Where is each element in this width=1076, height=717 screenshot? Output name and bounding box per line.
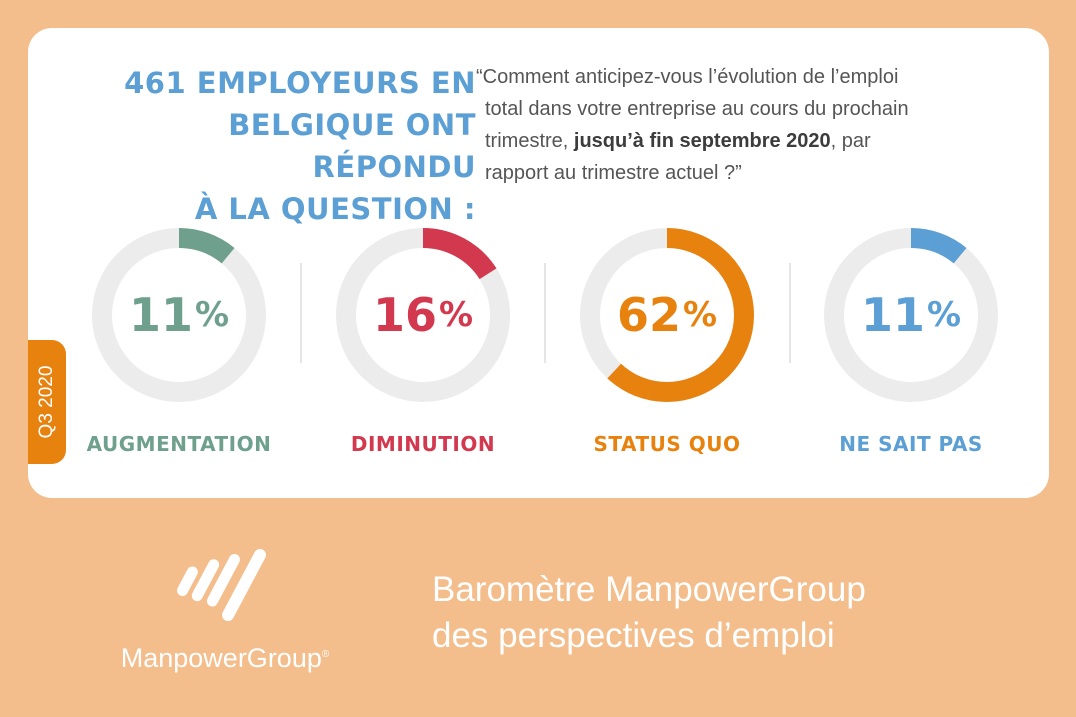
- question-text-post: , par: [830, 130, 871, 152]
- donut-arc: [824, 228, 998, 402]
- donut-svg: [92, 228, 266, 402]
- donut-value-number: 62: [616, 288, 681, 342]
- donut-value: 11%: [821, 225, 1001, 405]
- donut-value-unit: %: [194, 295, 230, 335]
- donut-chart: 11%: [89, 225, 269, 405]
- donut-svg: [824, 228, 998, 402]
- donut-label: NE SAIT PAS: [839, 432, 983, 456]
- period-tab-label: Q3 2020: [36, 365, 57, 439]
- headline: 461 EMPLOYEURS EN BELGIQUE ONT RÉPONDU À…: [76, 62, 476, 230]
- divider: [544, 263, 546, 363]
- donut-chart: 11%: [821, 225, 1001, 405]
- logo-name: ManpowerGroup: [120, 643, 322, 673]
- donut-label: STATUS QUO: [593, 432, 741, 456]
- donut-svg: [336, 228, 510, 402]
- period-tab: Q3 2020: [28, 340, 66, 464]
- donut-value: 16%: [333, 225, 513, 405]
- logo-wordmark: ManpowerGroup®: [100, 643, 350, 674]
- donut-arc: [580, 228, 754, 402]
- donut-value: 11%: [89, 225, 269, 405]
- divider: [789, 263, 791, 363]
- donut-value-unit: %: [682, 295, 718, 335]
- headline-line-2: BELGIQUE ONT RÉPONDU: [228, 108, 476, 184]
- survey-question: “Comment anticipez-vous l’évolution de l…: [476, 61, 1036, 189]
- question-text-pre: trimestre,: [485, 130, 574, 152]
- question-line-4: rapport au trimestre actuel ?”: [485, 162, 742, 184]
- donut-value: 62%: [577, 225, 757, 405]
- survey-card: 461 EMPLOYEURS EN BELGIQUE ONT RÉPONDU À…: [28, 28, 1049, 498]
- headline-line-1: 461 EMPLOYEURS EN: [124, 66, 476, 100]
- donut-value-unit: %: [926, 295, 962, 335]
- footer-title-line-2: des perspectives d’emploi: [432, 616, 835, 655]
- footer-title-line-1: Baromètre ManpowerGroup: [432, 570, 866, 609]
- donut-arc: [92, 228, 266, 402]
- donut-svg: [580, 228, 754, 402]
- question-emphasis: jusqu’à fin septembre 2020: [573, 130, 831, 152]
- donut-value-unit: %: [438, 295, 474, 335]
- donut-arc: [336, 228, 510, 402]
- donut-value-number: 11: [128, 288, 193, 342]
- registered-mark: ®: [321, 649, 330, 660]
- donut-chart: 62%: [577, 225, 757, 405]
- footer-title: Baromètre ManpowerGroup des perspectives…: [432, 567, 1032, 659]
- donut-chart: 16%: [333, 225, 513, 405]
- question-line-3: trimestre, jusqu’à fin septembre 2020, p…: [476, 125, 1036, 157]
- headline-line-3: À LA QUESTION :: [194, 192, 476, 226]
- manpowergroup-logo: ManpowerGroup®: [100, 545, 350, 685]
- donut-value-number: 16: [372, 288, 437, 342]
- donut-value-number: 11: [860, 288, 925, 342]
- manpower-logo-mark-icon: [177, 548, 266, 622]
- question-line-1: “Comment anticipez-vous l’évolution de l…: [476, 66, 899, 88]
- question-line-2: total dans votre entreprise au cours du …: [485, 98, 909, 120]
- divider: [300, 263, 302, 363]
- donut-label: DIMINUTION: [350, 432, 496, 456]
- donut-label: AUGMENTATION: [86, 432, 272, 456]
